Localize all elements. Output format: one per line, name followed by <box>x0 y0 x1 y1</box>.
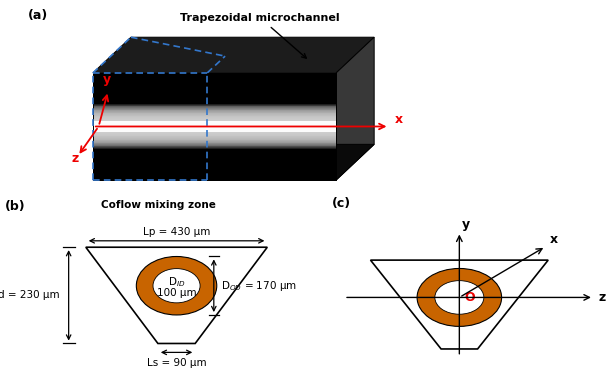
Polygon shape <box>93 107 336 146</box>
Polygon shape <box>86 247 267 343</box>
Polygon shape <box>93 108 336 145</box>
Polygon shape <box>93 73 336 180</box>
Text: Lp = 430 μm: Lp = 430 μm <box>143 227 210 237</box>
Text: x: x <box>395 113 403 126</box>
Text: z: z <box>598 291 606 304</box>
Text: 100 μm: 100 μm <box>157 288 196 298</box>
Circle shape <box>417 269 501 326</box>
Text: (c): (c) <box>332 198 351 211</box>
Polygon shape <box>93 111 336 142</box>
Polygon shape <box>93 106 336 147</box>
Polygon shape <box>93 115 336 138</box>
Circle shape <box>153 269 200 303</box>
Text: d = 230 μm: d = 230 μm <box>0 291 60 300</box>
Polygon shape <box>93 114 336 139</box>
Text: Coflow mixing zone: Coflow mixing zone <box>101 200 215 210</box>
Text: Ls = 90 μm: Ls = 90 μm <box>147 358 207 368</box>
Polygon shape <box>93 105 336 148</box>
Polygon shape <box>93 113 336 140</box>
Polygon shape <box>370 260 548 349</box>
Text: (b): (b) <box>5 200 26 213</box>
Text: Trapezoidal microchannel: Trapezoidal microchannel <box>180 13 340 58</box>
Polygon shape <box>93 116 336 137</box>
Polygon shape <box>93 109 336 144</box>
Polygon shape <box>93 104 336 149</box>
Polygon shape <box>93 116 336 137</box>
Text: (a): (a) <box>28 9 48 22</box>
Polygon shape <box>93 113 336 140</box>
Polygon shape <box>93 110 336 142</box>
Circle shape <box>435 280 484 314</box>
Polygon shape <box>93 112 336 141</box>
Polygon shape <box>93 106 336 147</box>
Text: D$_{OD}$ = 170 μm: D$_{OD}$ = 170 μm <box>221 279 297 293</box>
Text: D$_{ID}$: D$_{ID}$ <box>168 275 185 289</box>
Polygon shape <box>93 109 336 144</box>
Text: x: x <box>550 233 558 246</box>
Text: O: O <box>465 291 475 304</box>
Polygon shape <box>336 37 374 180</box>
Polygon shape <box>93 37 374 73</box>
Text: z: z <box>71 152 78 164</box>
Circle shape <box>136 257 217 315</box>
Polygon shape <box>93 144 374 180</box>
Text: y: y <box>102 73 110 86</box>
Text: y: y <box>462 218 470 231</box>
Polygon shape <box>93 121 336 132</box>
